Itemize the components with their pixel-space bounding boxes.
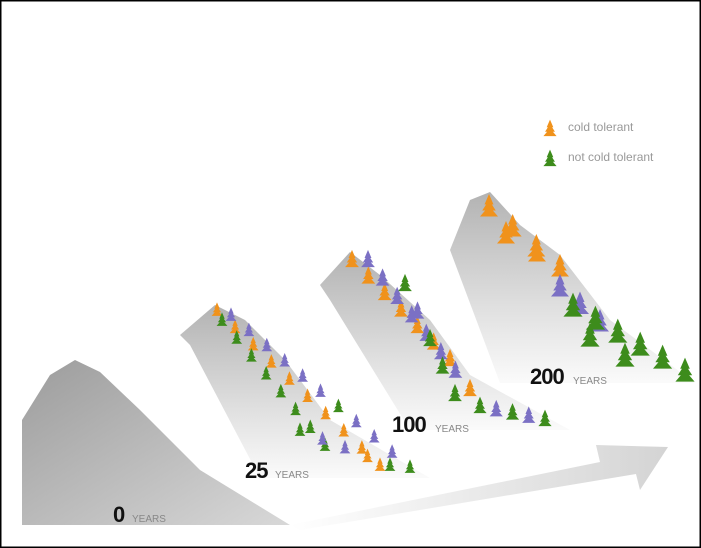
stage-number: 100 — [392, 412, 426, 437]
tree — [304, 419, 316, 434]
tree — [362, 448, 373, 463]
tree — [543, 149, 557, 167]
tree — [265, 354, 277, 368]
tree — [338, 422, 350, 437]
tree — [375, 268, 390, 286]
tree — [571, 291, 589, 314]
tree — [528, 239, 546, 262]
tree — [419, 323, 434, 341]
tree — [410, 315, 425, 334]
tree — [261, 337, 273, 352]
tree — [386, 444, 398, 458]
tree — [279, 353, 291, 367]
tree — [497, 221, 515, 244]
tree — [297, 368, 308, 382]
tree — [315, 383, 326, 397]
tree — [473, 396, 487, 414]
arrow — [290, 445, 668, 530]
tree — [489, 399, 503, 417]
stage-unit: YEARS — [275, 470, 309, 481]
tree — [394, 299, 408, 317]
tree — [211, 302, 223, 316]
trees — [211, 119, 695, 473]
stage-number: 200 — [530, 364, 564, 389]
tree — [290, 401, 301, 416]
tree — [229, 319, 241, 334]
mountain-0 — [22, 360, 290, 525]
tree — [538, 409, 552, 427]
tree — [317, 431, 328, 445]
tree — [216, 312, 228, 326]
tree — [398, 273, 412, 292]
tree — [480, 194, 498, 217]
tree — [630, 331, 650, 356]
tree — [333, 398, 344, 413]
tree — [585, 305, 605, 330]
tree — [284, 371, 295, 385]
tree — [350, 413, 362, 428]
tree — [435, 356, 450, 374]
tree — [551, 274, 569, 297]
tree — [608, 318, 628, 343]
stage-number: 25 — [245, 458, 268, 483]
tree — [356, 440, 368, 454]
tree — [377, 282, 392, 301]
tree — [615, 342, 635, 367]
tree — [294, 422, 306, 436]
tree — [433, 342, 448, 360]
tree — [522, 406, 536, 423]
tree — [320, 405, 332, 420]
tree — [247, 336, 259, 351]
tree — [448, 383, 462, 402]
tree — [260, 365, 272, 380]
tree — [404, 305, 419, 323]
tree — [374, 457, 386, 471]
tree — [653, 344, 673, 369]
tree — [243, 322, 255, 337]
tree — [543, 119, 557, 137]
tree — [225, 307, 237, 321]
stage-unit: YEARS — [435, 424, 469, 435]
tree — [275, 383, 287, 398]
tree — [551, 254, 569, 277]
tree — [580, 322, 600, 347]
tree — [302, 388, 313, 403]
stage-unit: YEARS — [132, 514, 166, 525]
tree — [675, 357, 695, 382]
tree — [231, 330, 243, 344]
stage-number: 0 — [113, 502, 125, 527]
tree — [246, 348, 257, 362]
tree — [505, 403, 520, 420]
stage-unit: YEARS — [573, 376, 607, 387]
tree — [423, 328, 437, 347]
mountain-25 — [180, 305, 430, 478]
tree — [463, 378, 477, 397]
tree — [368, 429, 380, 443]
tree — [384, 457, 396, 471]
tree — [443, 348, 457, 367]
tree — [410, 301, 425, 319]
tree — [404, 459, 416, 473]
legend-label: cold tolerant — [568, 120, 634, 134]
tree — [339, 439, 351, 454]
legend-label: not cold tolerant — [568, 150, 654, 164]
tree — [503, 214, 522, 237]
tree — [361, 266, 376, 284]
tree — [390, 286, 405, 305]
tree — [448, 360, 463, 378]
tree — [563, 292, 583, 317]
tree — [345, 249, 359, 268]
tree — [361, 249, 375, 268]
